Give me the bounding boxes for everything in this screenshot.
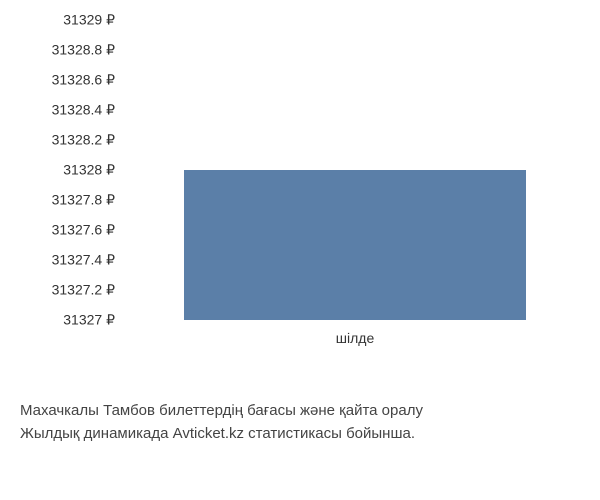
x-axis-label: шілде (184, 330, 526, 346)
y-tick-label: 31328.2 ₽ (0, 132, 115, 149)
y-axis: 31329 ₽31328.8 ₽31328.6 ₽31328.4 ₽31328.… (0, 20, 120, 320)
y-tick-label: 31327.6 ₽ (0, 222, 115, 239)
y-tick-label: 31328.8 ₽ (0, 42, 115, 59)
bar (184, 170, 526, 320)
chart-area: 31329 ₽31328.8 ₽31328.6 ₽31328.4 ₽31328.… (0, 20, 600, 360)
y-tick-label: 31327 ₽ (0, 312, 115, 329)
caption-line-1: Махачкалы Тамбов билеттердің бағасы және… (20, 400, 580, 423)
y-tick-label: 31328 ₽ (0, 162, 115, 179)
caption-line-2: Жылдық динамикада Avticket.kz статистика… (20, 423, 580, 446)
y-tick-label: 31327.4 ₽ (0, 252, 115, 269)
y-tick-label: 31329 ₽ (0, 12, 115, 29)
y-tick-label: 31328.4 ₽ (0, 102, 115, 119)
y-tick-label: 31328.6 ₽ (0, 72, 115, 89)
y-tick-label: 31327.8 ₽ (0, 192, 115, 209)
plot-area: шілде (130, 20, 580, 320)
caption: Махачкалы Тамбов билеттердің бағасы және… (20, 400, 580, 445)
y-tick-label: 31327.2 ₽ (0, 282, 115, 299)
